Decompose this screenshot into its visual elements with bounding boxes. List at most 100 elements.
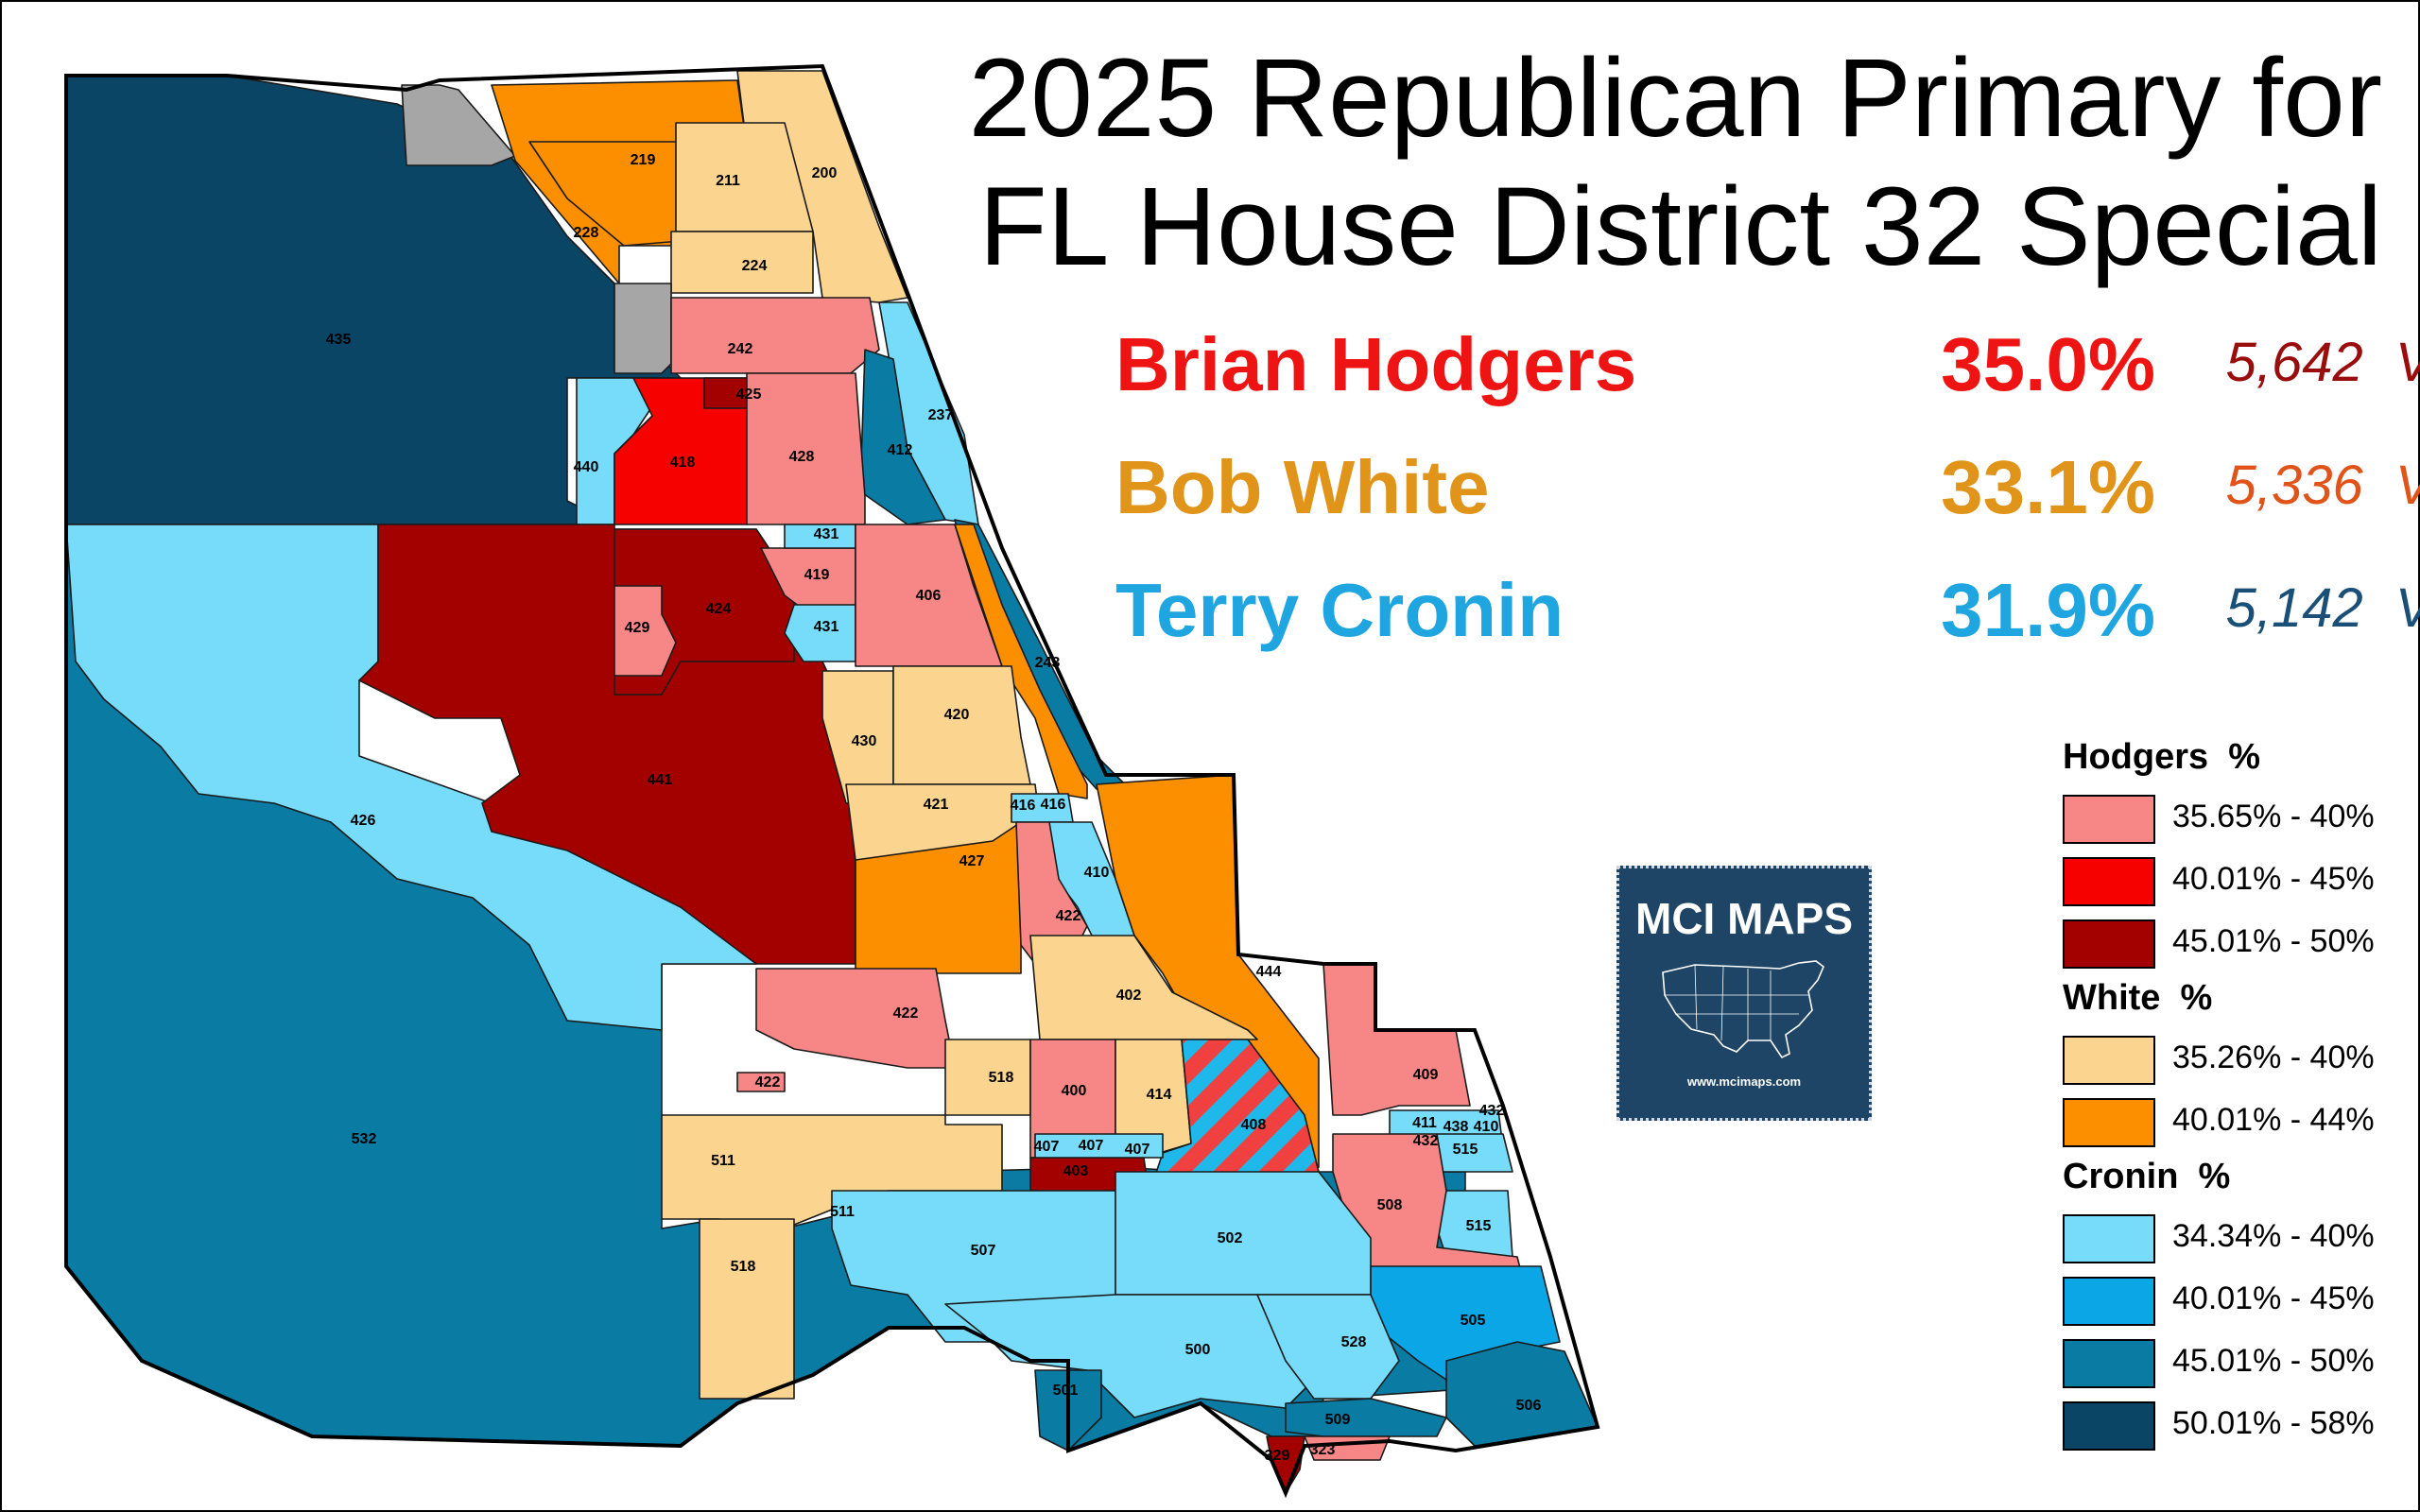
map-title: 2025 Republican Primary for FL House Dis… [964, 34, 2382, 291]
precinct-407[interactable] [1034, 1133, 1164, 1159]
precinct-label: 511 [711, 1153, 735, 1169]
candidate-name: Terry Cronin [1115, 568, 1564, 652]
legend-heading: White % [2063, 978, 2213, 1018]
candidate-row-hodgers: Brian Hodgers 35.0% 5,642 Votes [1106, 321, 2420, 435]
precinct-label: 431 [814, 526, 839, 542]
precinct-label: 237 [928, 407, 954, 423]
precinct-label: 211 [716, 173, 740, 189]
precinct-label: 243 [1035, 655, 1061, 671]
precinct-426[interactable] [65, 524, 757, 1031]
precinct-label: 435 [326, 332, 352, 348]
legend-label: 34.34% - 40% [2172, 1218, 2375, 1254]
precinct-white-strip[interactable] [954, 524, 1088, 799]
candidate-percent: 33.1% [1941, 445, 2155, 529]
legend-row: 40.01% - 44% [2061, 1094, 2401, 1157]
legend-swatch [2063, 1277, 2155, 1326]
precinct-label: 419 [804, 567, 830, 583]
precinct-label: 501 [1053, 1383, 1079, 1399]
candidate-votes: 5,642 Votes [2225, 332, 2420, 393]
precinct-label: 425 [736, 387, 762, 403]
precinct-219[interactable] [528, 141, 682, 247]
legend-row: 34.34% - 40% [2061, 1211, 2401, 1273]
precinct-label: 406 [916, 588, 942, 604]
precinct-409[interactable] [1322, 963, 1471, 1116]
mci-maps-logo: MCI MAPS www.mcimaps.com [1616, 866, 1872, 1121]
candidate-percent: 35.0% [1941, 322, 2155, 406]
precinct-label: 424 [706, 601, 732, 617]
precinct-label: 416 [1041, 797, 1066, 813]
usa-map-icon [1662, 960, 1824, 1059]
legend-heading: Cronin % [2063, 1157, 2231, 1196]
precinct-329[interactable] [1266, 1435, 1305, 1494]
precinct-518-sw[interactable] [699, 1218, 795, 1400]
legend-swatch [2063, 795, 2155, 844]
precinct-label: 427 [959, 853, 985, 869]
precinct-422-west[interactable] [736, 1072, 786, 1092]
legend-swatch [2063, 1401, 2155, 1451]
precinct-label: 414 [1147, 1087, 1172, 1103]
precinct-label: 444 [1256, 964, 1282, 980]
precinct-label: 410 [1474, 1119, 1499, 1135]
precinct-label: 500 [1185, 1342, 1211, 1358]
legend-swatch [2063, 919, 2155, 969]
legend-label: 50.01% - 58% [2172, 1405, 2375, 1441]
precinct-224[interactable] [670, 231, 814, 294]
precinct-label: 429 [625, 620, 650, 636]
precinct-label: 410 [1084, 865, 1110, 881]
precinct-label: 416 [1011, 798, 1036, 814]
precinct-502[interactable] [1115, 1171, 1372, 1296]
precinct-label: 422 [1056, 908, 1081, 924]
precinct-label: 515 [1466, 1218, 1492, 1234]
legend-label: 45.01% - 50% [2172, 1343, 2375, 1379]
legend-row: 45.01% - 50% [2061, 1335, 2401, 1398]
legend-row: 40.01% - 45% [2061, 853, 2401, 916]
legend-swatch [2063, 857, 2155, 906]
precinct-509[interactable] [1285, 1398, 1447, 1437]
precinct-242[interactable] [670, 297, 880, 374]
legend-row: 40.01% - 45% [2061, 1273, 2401, 1335]
precinct-429[interactable] [614, 585, 677, 677]
precinct-500[interactable] [944, 1294, 1315, 1418]
precinct-label: 509 [1325, 1412, 1351, 1428]
precinct-420[interactable] [892, 665, 1031, 785]
legend-swatch [2063, 1036, 2155, 1085]
precinct-428[interactable] [746, 372, 866, 525]
precinct-label: 438 [1443, 1119, 1469, 1135]
legend-label: 35.65% - 40% [2172, 799, 2375, 834]
precinct-label: 409 [1413, 1067, 1439, 1083]
legend-label: 35.26% - 40% [2172, 1040, 2375, 1075]
precinct-label: 200 [812, 165, 838, 181]
candidate-votes: 5,142 Votes [2225, 577, 2420, 639]
precinct-431b[interactable] [784, 604, 856, 662]
precinct-label: 432 [1479, 1103, 1505, 1119]
precinct-422-mid[interactable] [755, 968, 956, 1069]
precinct-label: 440 [574, 459, 599, 475]
precinct-label: 518 [989, 1070, 1014, 1086]
precinct-label: 428 [789, 449, 815, 465]
precinct-label: 329 [1265, 1448, 1290, 1464]
precinct-label: 228 [574, 225, 599, 241]
legend-heading: Hodgers % [2063, 737, 2261, 777]
precinct-label: 422 [893, 1005, 919, 1022]
precinct-label: 506 [1516, 1398, 1542, 1414]
precinct-label: 518 [731, 1259, 756, 1275]
precinct-label: 323 [1310, 1442, 1336, 1458]
precinct-label: 422 [755, 1074, 781, 1091]
precinct-label: 426 [351, 813, 376, 829]
legend-swatch [2063, 1098, 2155, 1147]
badge-title: MCI MAPS [1635, 894, 1853, 943]
legend-label: 40.01% - 45% [2172, 861, 2375, 897]
precinct-label: 224 [742, 258, 768, 274]
precinct-label: 511 [830, 1204, 855, 1220]
candidate-name: Brian Hodgers [1115, 322, 1637, 406]
precinct-label: 441 [648, 772, 673, 788]
precinct-label: 411 [1412, 1115, 1437, 1131]
precinct-tie-mid[interactable] [614, 283, 672, 374]
precinct-label: 532 [352, 1131, 377, 1147]
candidate-row-white: Bob White 33.1% 5,336 Votes [1106, 444, 2420, 558]
precinct-label: 508 [1377, 1197, 1403, 1213]
precinct-label: 421 [924, 797, 949, 813]
precinct-label: 431 [814, 619, 839, 635]
